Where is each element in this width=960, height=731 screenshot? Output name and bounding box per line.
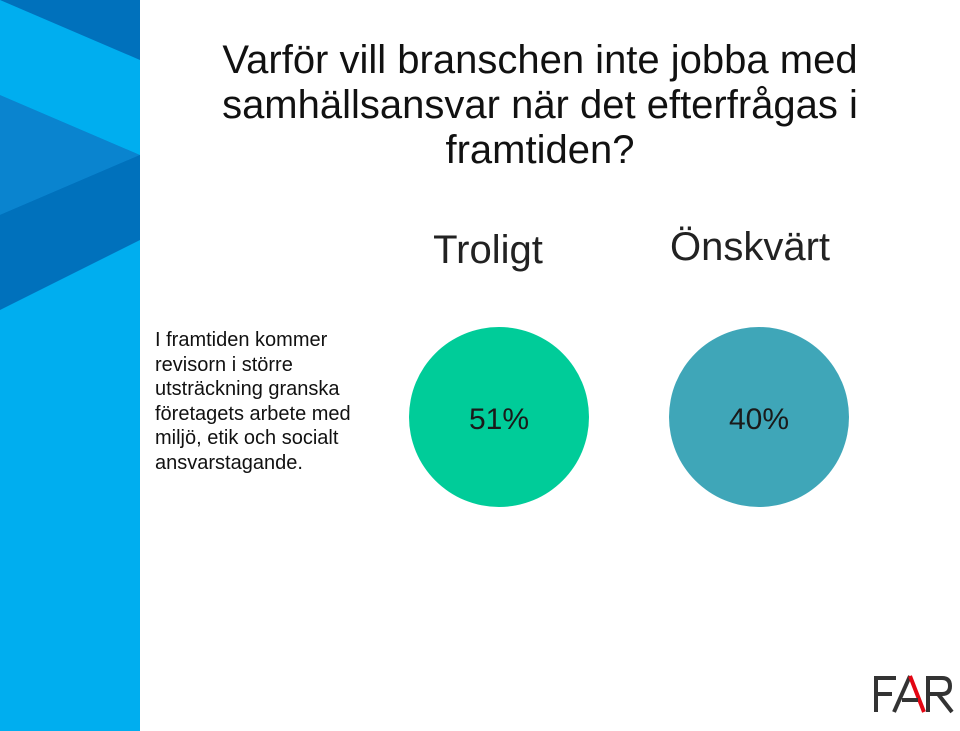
statement-line: miljö, etik och socialt xyxy=(155,427,339,449)
onskvart-percentage-circle: 40% xyxy=(669,327,849,507)
title-line-1: Varför vill branschen inte jobba med xyxy=(222,38,858,82)
statement-line: företagets arbete med xyxy=(155,402,351,425)
statement-line: revisorn i större xyxy=(155,353,293,376)
column-header-troligt: Troligt xyxy=(433,228,543,272)
troligt-value: 51% xyxy=(468,403,530,436)
far-logo xyxy=(874,675,954,714)
statement-line: ansvarstagande. xyxy=(155,451,303,474)
decorative-sidebar xyxy=(0,0,140,731)
title-line-3: framtiden? xyxy=(445,128,635,172)
onskvart-value: 40% xyxy=(728,403,790,436)
column-header-onskvart: Önskvärt xyxy=(669,225,831,269)
statement-line: I framtiden kommer xyxy=(155,329,328,351)
title-line-2: samhällsansvar när det efterfrågas i xyxy=(222,83,858,127)
survey-statement: I framtiden kommer revisorn i större uts… xyxy=(155,328,395,475)
slide-title: Varför vill branschen inte jobba med sam… xyxy=(160,38,920,173)
troligt-percentage-circle: 51% xyxy=(409,327,589,507)
statement-line: utsträckning granska xyxy=(155,378,340,400)
